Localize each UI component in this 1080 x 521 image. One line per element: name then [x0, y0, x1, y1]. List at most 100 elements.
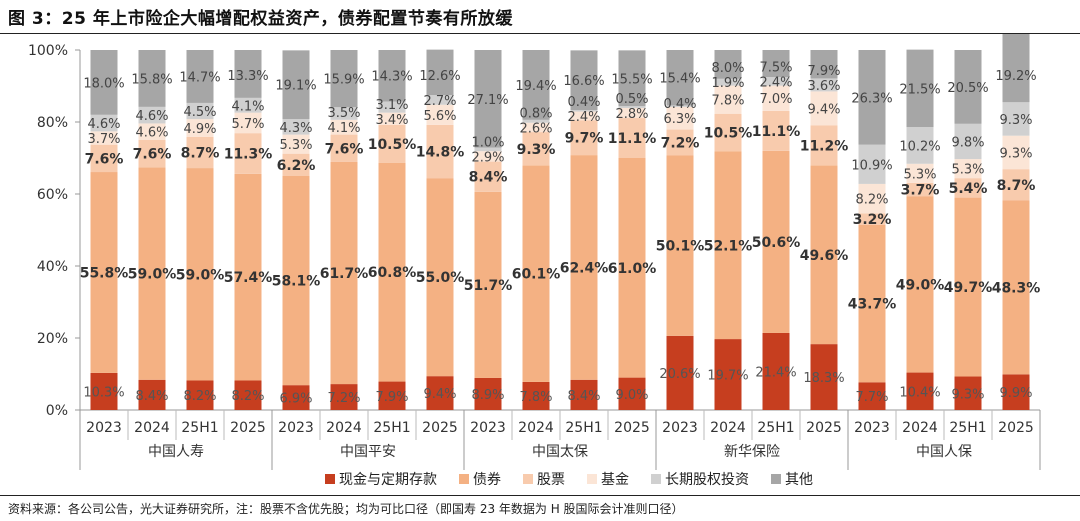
data-label-other: 13.3% [227, 69, 268, 84]
bar-segment-fund [474, 151, 502, 162]
data-label-stock: 5.4% [949, 181, 988, 197]
bar-segment-cash [330, 384, 358, 410]
x-tick-label: 2024 [710, 420, 746, 436]
data-label-ltequity: 4.3% [279, 121, 312, 136]
bar-segment-ltequity [522, 119, 550, 123]
bar-segment-cash [186, 380, 214, 410]
bar-segment-ltequity [714, 78, 742, 86]
legend-label-other: 其他 [785, 472, 813, 488]
data-label-cash: 6.9% [279, 392, 312, 407]
bar-segment-bond [954, 197, 982, 377]
bar-segment-stock [186, 136, 214, 169]
bar-segment-ltequity [954, 123, 982, 160]
data-label-stock: 7.6% [325, 141, 364, 157]
data-label-other: 7.5% [759, 60, 792, 75]
data-label-cash: 8.4% [135, 389, 168, 404]
x-tick-label: 25H1 [757, 420, 794, 436]
bar-segment-cash [234, 380, 262, 410]
source-rule [0, 495, 1080, 496]
bar-segment-other [426, 49, 454, 95]
data-label-cash: 18.3% [803, 371, 844, 386]
bar-segment-bond [90, 172, 118, 373]
bar-segment-other [186, 50, 214, 103]
bar-segment-stock [378, 124, 406, 163]
data-label-ltequity: 10.2% [899, 139, 940, 154]
bar-segment-fund [810, 91, 838, 126]
y-tick-label: 40% [37, 259, 68, 275]
bar-segment-other [954, 50, 982, 124]
data-label-bond: 62.4% [560, 260, 609, 276]
legend-label-stock: 股票 [537, 472, 565, 488]
bar-segment-cash [618, 377, 646, 410]
data-label-cash: 10.4% [899, 385, 940, 400]
bar-segment-cash [90, 372, 118, 410]
bar-segment-stock [330, 134, 358, 162]
bar-segment-bond [186, 168, 214, 381]
bar-segment-stock [522, 132, 550, 166]
data-label-bond: 50.1% [656, 239, 705, 255]
y-tick-label: 60% [37, 187, 68, 203]
data-label-bond: 60.8% [368, 265, 417, 281]
data-label-other: 19.1% [275, 79, 316, 94]
bar-segment-bond [618, 158, 646, 378]
data-label-ltequity: 4.5% [183, 105, 216, 120]
source-note: 资料来源：各公司公告，光大证券研究所，注：股票不含优先股；均为可比口径（即国寿 … [8, 502, 684, 516]
data-label-stock: 7.6% [133, 147, 172, 163]
bar-segment-ltequity [426, 95, 454, 105]
data-label-cash: 20.6% [659, 367, 700, 382]
bar-segment-ltequity [234, 97, 262, 113]
data-label-stock: 7.6% [85, 151, 124, 167]
bar-segment-stock [234, 133, 262, 174]
legend-label-fund: 基金 [601, 471, 629, 488]
bar-segment-cash [1002, 374, 1030, 410]
legend-swatch-stock [523, 474, 533, 484]
bar-segment-ltequity [570, 110, 598, 112]
bar-segment-fund [714, 85, 742, 114]
bar-segment-ltequity [474, 147, 502, 152]
data-label-cash: 7.7% [855, 390, 888, 405]
bar-segment-fund [570, 111, 598, 121]
bar-segment-stock [90, 144, 118, 173]
bar-segment-bond [378, 162, 406, 382]
bar-segment-bond [762, 150, 790, 333]
bar-segment-other [570, 50, 598, 111]
data-label-bond: 55.8% [80, 265, 129, 281]
bar-segment-ltequity [138, 106, 166, 124]
bar-segment-stock [762, 110, 790, 151]
bar-segment-other [522, 50, 550, 120]
bar-segment-bond [474, 191, 502, 378]
bar-segment-bond [138, 167, 166, 380]
bar-segment-stock [954, 178, 982, 198]
data-label-bond: 55.0% [416, 270, 465, 286]
data-label-fund: 3.4% [375, 113, 408, 128]
data-label-bond: 59.0% [128, 267, 177, 283]
data-label-stock: 10.5% [368, 137, 417, 153]
bar-segment-fund [954, 159, 982, 179]
bar-segment-fund [858, 183, 886, 214]
data-label-fund: 5.6% [423, 109, 456, 124]
data-label-bond: 51.7% [464, 278, 513, 294]
bar-segment-cash [474, 377, 502, 410]
data-label-other: 19.4% [515, 79, 556, 94]
legend-label-ltequity: 长期股权投资 [665, 472, 749, 488]
bar-segment-fund [330, 119, 358, 135]
bar-segment-fund [618, 107, 646, 119]
data-label-stock: 11.3% [224, 147, 273, 163]
bar-segment-stock [858, 213, 886, 225]
x-tick-label: 25H1 [565, 420, 602, 436]
data-label-other: 26.3% [851, 91, 892, 106]
bar-segment-other [762, 50, 790, 77]
bar-segment-ltequity [378, 101, 406, 113]
x-tick-label: 2025 [614, 420, 650, 436]
legend-swatch-cash [325, 474, 335, 484]
bar-segment-fund [762, 85, 790, 111]
bar-segment-fund [186, 119, 214, 137]
data-label-cash: 9.4% [423, 387, 456, 402]
data-label-other: 14.3% [371, 70, 412, 85]
bar-segment-cash [282, 385, 310, 410]
group-label: 中国人寿 [148, 443, 204, 460]
data-label-bond: 59.0% [176, 267, 225, 283]
bar-segment-other [90, 50, 118, 115]
x-tick-label: 25H1 [949, 420, 986, 436]
bar-segment-other [714, 50, 742, 79]
